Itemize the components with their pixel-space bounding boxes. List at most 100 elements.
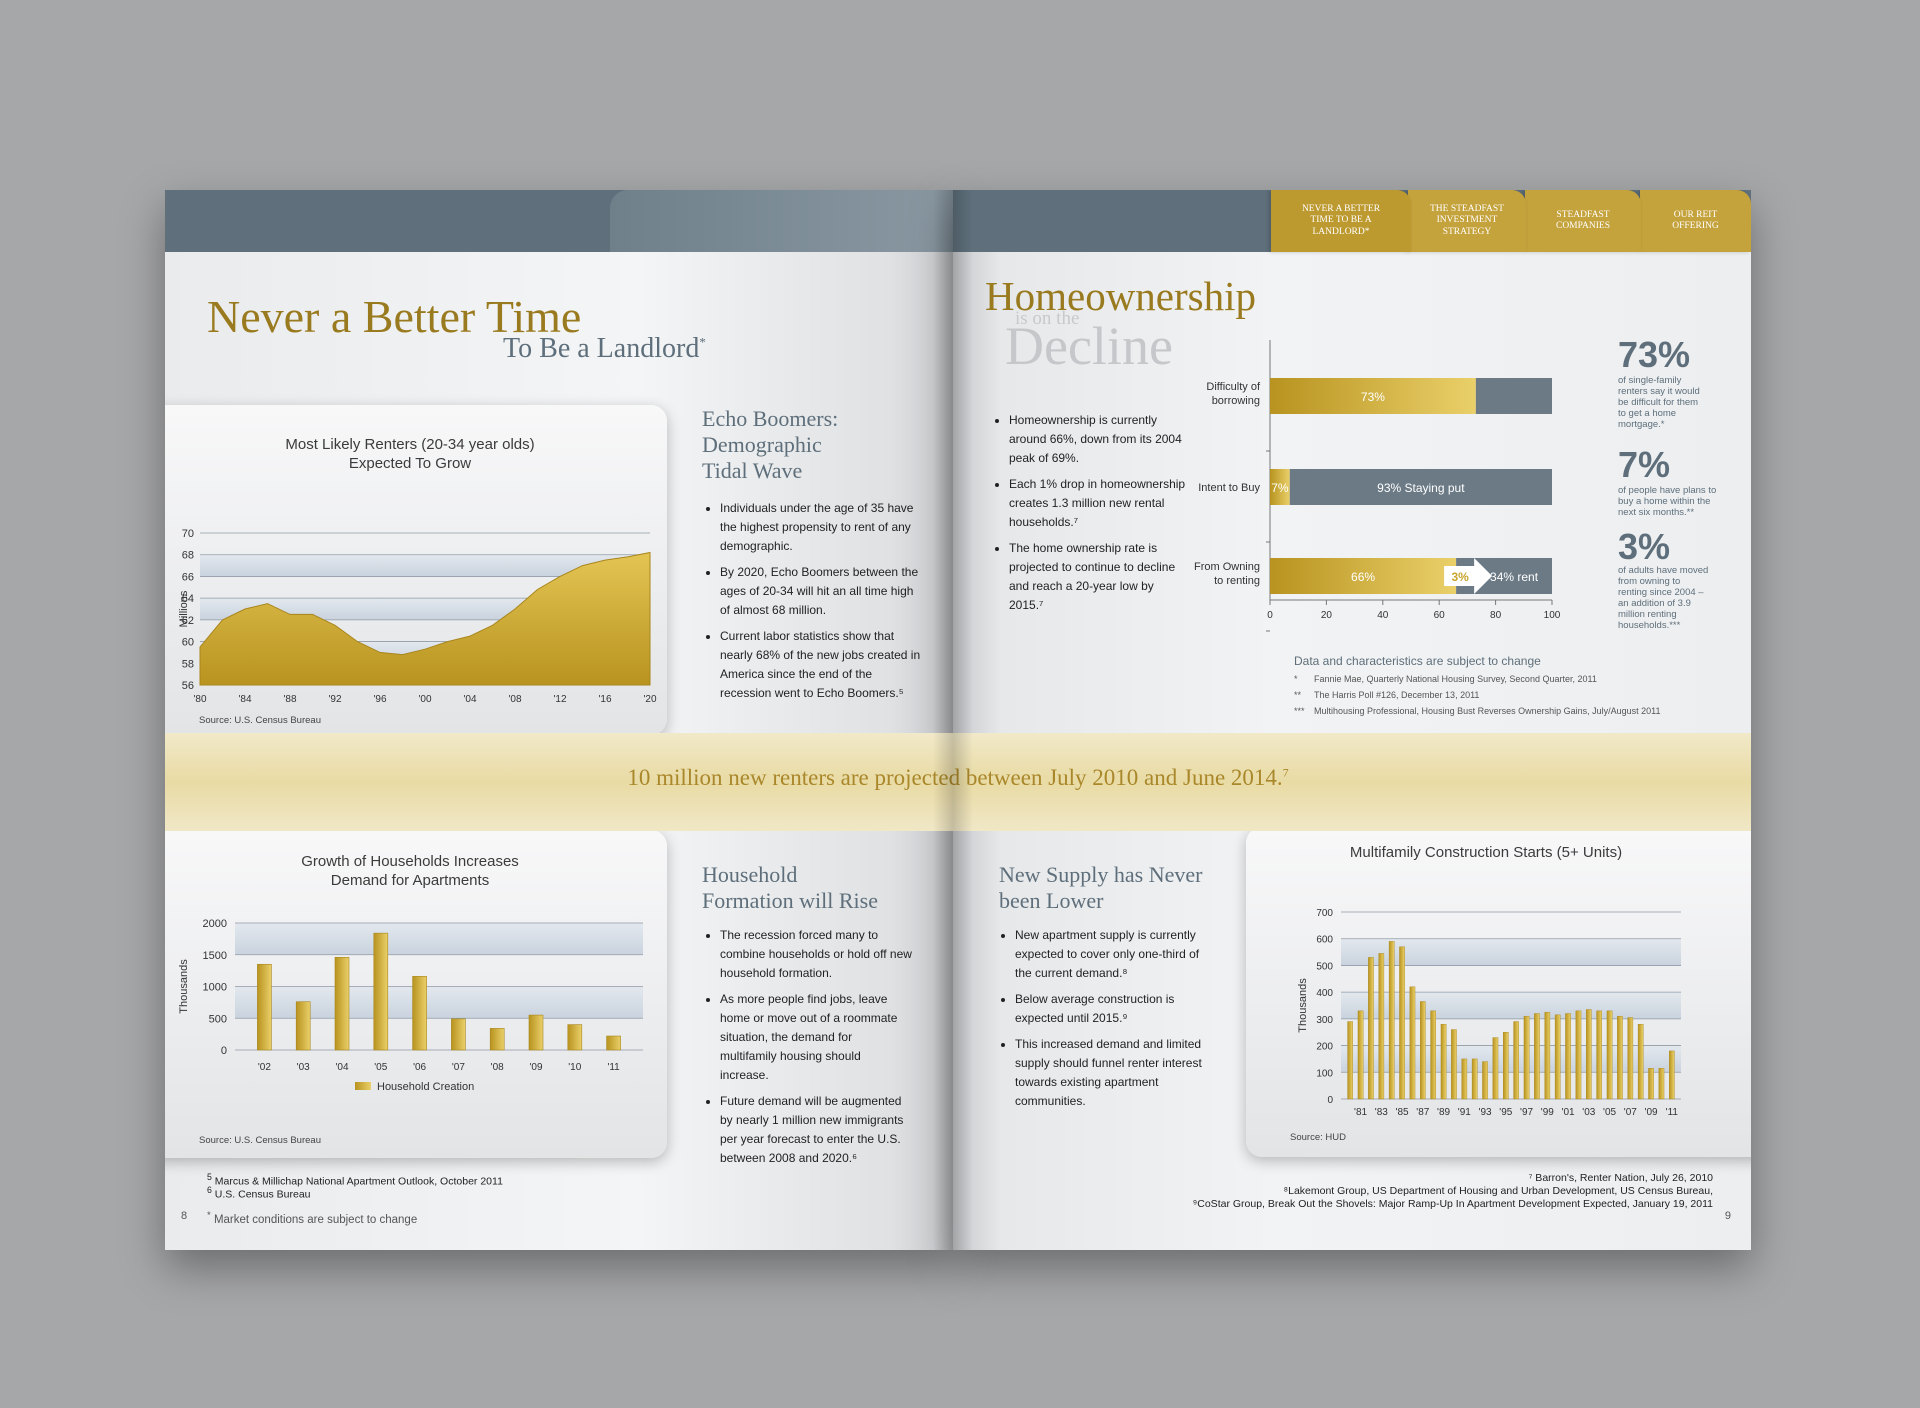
y-tick-label: 200 bbox=[1316, 1042, 1333, 1053]
renters-area-chart: 56 58 60 62 64 66 68 70 '80 '84 '88 '92 '96 '00 '04 '08… bbox=[178, 528, 657, 705]
y-axis-label: Thousands bbox=[1297, 978, 1309, 1033]
bar-segment bbox=[1270, 469, 1290, 505]
x-tick-label: '96 bbox=[373, 694, 386, 705]
bar bbox=[1399, 946, 1405, 1100]
x-tick-label: 60 bbox=[1434, 610, 1446, 621]
x-tick-label: '93 bbox=[1479, 1107, 1492, 1118]
grid-band bbox=[235, 923, 643, 955]
x-tick-label: '07 bbox=[452, 1062, 465, 1073]
y-tick-label: 700 bbox=[1316, 908, 1333, 919]
list-item: Current labor statistics show that nearl… bbox=[720, 627, 924, 703]
left-top-bar-accent bbox=[610, 190, 953, 252]
y-tick-label: 2000 bbox=[203, 918, 227, 930]
x-tick-label: 40 bbox=[1377, 610, 1389, 621]
y-tick-label: 600 bbox=[1316, 935, 1333, 946]
homeownership-bullets: Homeownership is currently around 66%, d… bbox=[991, 411, 1191, 622]
x-tick-label: '06 bbox=[413, 1062, 426, 1073]
footnote-5: 5 Marcus & Millichap National Apartment … bbox=[207, 1172, 503, 1188]
bar bbox=[1658, 1068, 1665, 1100]
y-tick-label: 500 bbox=[1316, 961, 1333, 972]
x-tick-label: '85 bbox=[1396, 1107, 1409, 1118]
bar bbox=[1461, 1058, 1468, 1100]
x-tick-label: '09 bbox=[529, 1062, 542, 1073]
x-tick-label: '16 bbox=[598, 694, 611, 705]
bar bbox=[606, 1035, 621, 1051]
x-tick-label: '10 bbox=[568, 1062, 581, 1073]
x-tick-label: '01 bbox=[1562, 1107, 1575, 1118]
bar-label: 7% bbox=[1271, 481, 1289, 495]
x-tick-label: '20 bbox=[643, 694, 656, 705]
x-tick-label: '88 bbox=[283, 694, 296, 705]
left-page: Never a Better Time To Be a Landlord* Mo… bbox=[165, 190, 953, 1250]
right-title-small: is on the bbox=[1015, 308, 1080, 329]
y-tick-label: 500 bbox=[209, 1013, 227, 1025]
bar bbox=[1368, 957, 1374, 1100]
bar bbox=[295, 1001, 311, 1051]
list-item: New apartment supply is currently expect… bbox=[1015, 926, 1209, 983]
list-item: Each 1% drop in homeownership creates 1.… bbox=[1009, 475, 1191, 532]
tab-never-a-better-time[interactable]: NEVER A BETTER TIME TO BE A LANDLORD* bbox=[1271, 190, 1411, 252]
list-item: This increased demand and limited supply… bbox=[1015, 1035, 1209, 1111]
homeownership-stacked-bar-chart: 0 20 40 60 80 100 Difficulty of borrowing 73% Int… bbox=[1194, 340, 1560, 632]
x-tick-label: 80 bbox=[1490, 610, 1502, 621]
tab-steadfast-companies[interactable]: STEADFAST COMPANIES bbox=[1525, 190, 1641, 252]
bar bbox=[1606, 1010, 1613, 1100]
bar bbox=[1378, 953, 1385, 1100]
x-tick-label: '99 bbox=[1541, 1107, 1554, 1118]
y-tick-label: 1000 bbox=[203, 982, 227, 994]
households-chart-title: Growth of Households Increases Demand fo… bbox=[301, 853, 519, 889]
footnote-7: ⁷ Barron's, Renter Nation, July 26, 2010 bbox=[1528, 1172, 1713, 1184]
renters-chart-card: Most Likely Renters (20-34 year olds) Ex… bbox=[165, 405, 667, 735]
tab-our-reit-offering[interactable]: OUR REIT OFFERING bbox=[1640, 190, 1751, 252]
grid-band bbox=[1341, 938, 1681, 966]
bar bbox=[1440, 1023, 1447, 1100]
bar bbox=[1420, 1001, 1426, 1100]
stat-value: 7% bbox=[1618, 444, 1671, 485]
list-item: The home ownership rate is projected to … bbox=[1009, 539, 1191, 615]
x-tick-label: '00 bbox=[418, 694, 431, 705]
y-tick-label: 68 bbox=[182, 550, 194, 562]
bar bbox=[489, 1028, 505, 1051]
x-tick-label: '05 bbox=[374, 1062, 387, 1073]
new-supply-heading: New Supply has Never been Lower bbox=[999, 862, 1203, 913]
footnote-9: ⁹CoStar Group, Break Out the Shovels: Ma… bbox=[1192, 1198, 1713, 1210]
bar bbox=[1523, 1015, 1530, 1100]
stat-value: 3% bbox=[1618, 526, 1671, 567]
bar bbox=[1554, 1014, 1561, 1100]
x-tick-label: '03 bbox=[297, 1062, 310, 1073]
grid-band bbox=[1341, 1045, 1681, 1073]
x-tick-label: '04 bbox=[335, 1062, 348, 1073]
arrow-label: 3% bbox=[1451, 570, 1469, 584]
list-item: Individuals under the age of 35 have the… bbox=[720, 499, 924, 556]
echo-boomers-heading: Echo Boomers: Demographic Tidal Wave bbox=[702, 406, 839, 483]
data-note: Data and characteristics are subject to … bbox=[1294, 654, 1541, 668]
x-tick-label: '87 bbox=[1416, 1107, 1429, 1118]
bar bbox=[567, 1024, 583, 1051]
bar bbox=[528, 1014, 544, 1051]
x-tick-label: '92 bbox=[328, 694, 341, 705]
x-tick-label: '84 bbox=[238, 694, 251, 705]
x-tick-label: '83 bbox=[1375, 1107, 1388, 1118]
page-title: Never a Better Time bbox=[207, 291, 582, 342]
y-tick-label: 66 bbox=[182, 571, 194, 583]
footnote-star: * Market conditions are subject to chang… bbox=[207, 1210, 418, 1226]
bar-label: 34% rent bbox=[1490, 570, 1539, 584]
stat-text: of adults have moved from owning to rent… bbox=[1618, 565, 1709, 631]
bar bbox=[1482, 1061, 1488, 1100]
x-tick-label: 0 bbox=[1267, 610, 1273, 621]
list-item: By 2020, Echo Boomers between the ages o… bbox=[720, 563, 924, 620]
chart-source: Source: HUD bbox=[1290, 1132, 1346, 1143]
list-item: Below average construction is expected u… bbox=[1015, 990, 1209, 1028]
right-title-decline: Decline bbox=[1005, 316, 1173, 376]
grid-band bbox=[200, 554, 650, 577]
footnote-6: 6 U.S. Census Bureau bbox=[207, 1185, 311, 1201]
bar bbox=[1596, 1010, 1602, 1100]
bar bbox=[1617, 1015, 1623, 1100]
stat-text: of single-family renters say it would be… bbox=[1618, 375, 1700, 430]
tab-investment-strategy[interactable]: THE STEADFAST INVESTMENT STRATEGY bbox=[1408, 190, 1526, 252]
bar bbox=[1492, 1037, 1499, 1100]
right-page: NEVER A BETTER TIME TO BE A LANDLORD* TH… bbox=[953, 190, 1751, 1250]
stat-text: of people have plans to buy a home withi… bbox=[1618, 485, 1717, 518]
bar bbox=[334, 956, 350, 1051]
stat-value: 73% bbox=[1618, 334, 1691, 375]
